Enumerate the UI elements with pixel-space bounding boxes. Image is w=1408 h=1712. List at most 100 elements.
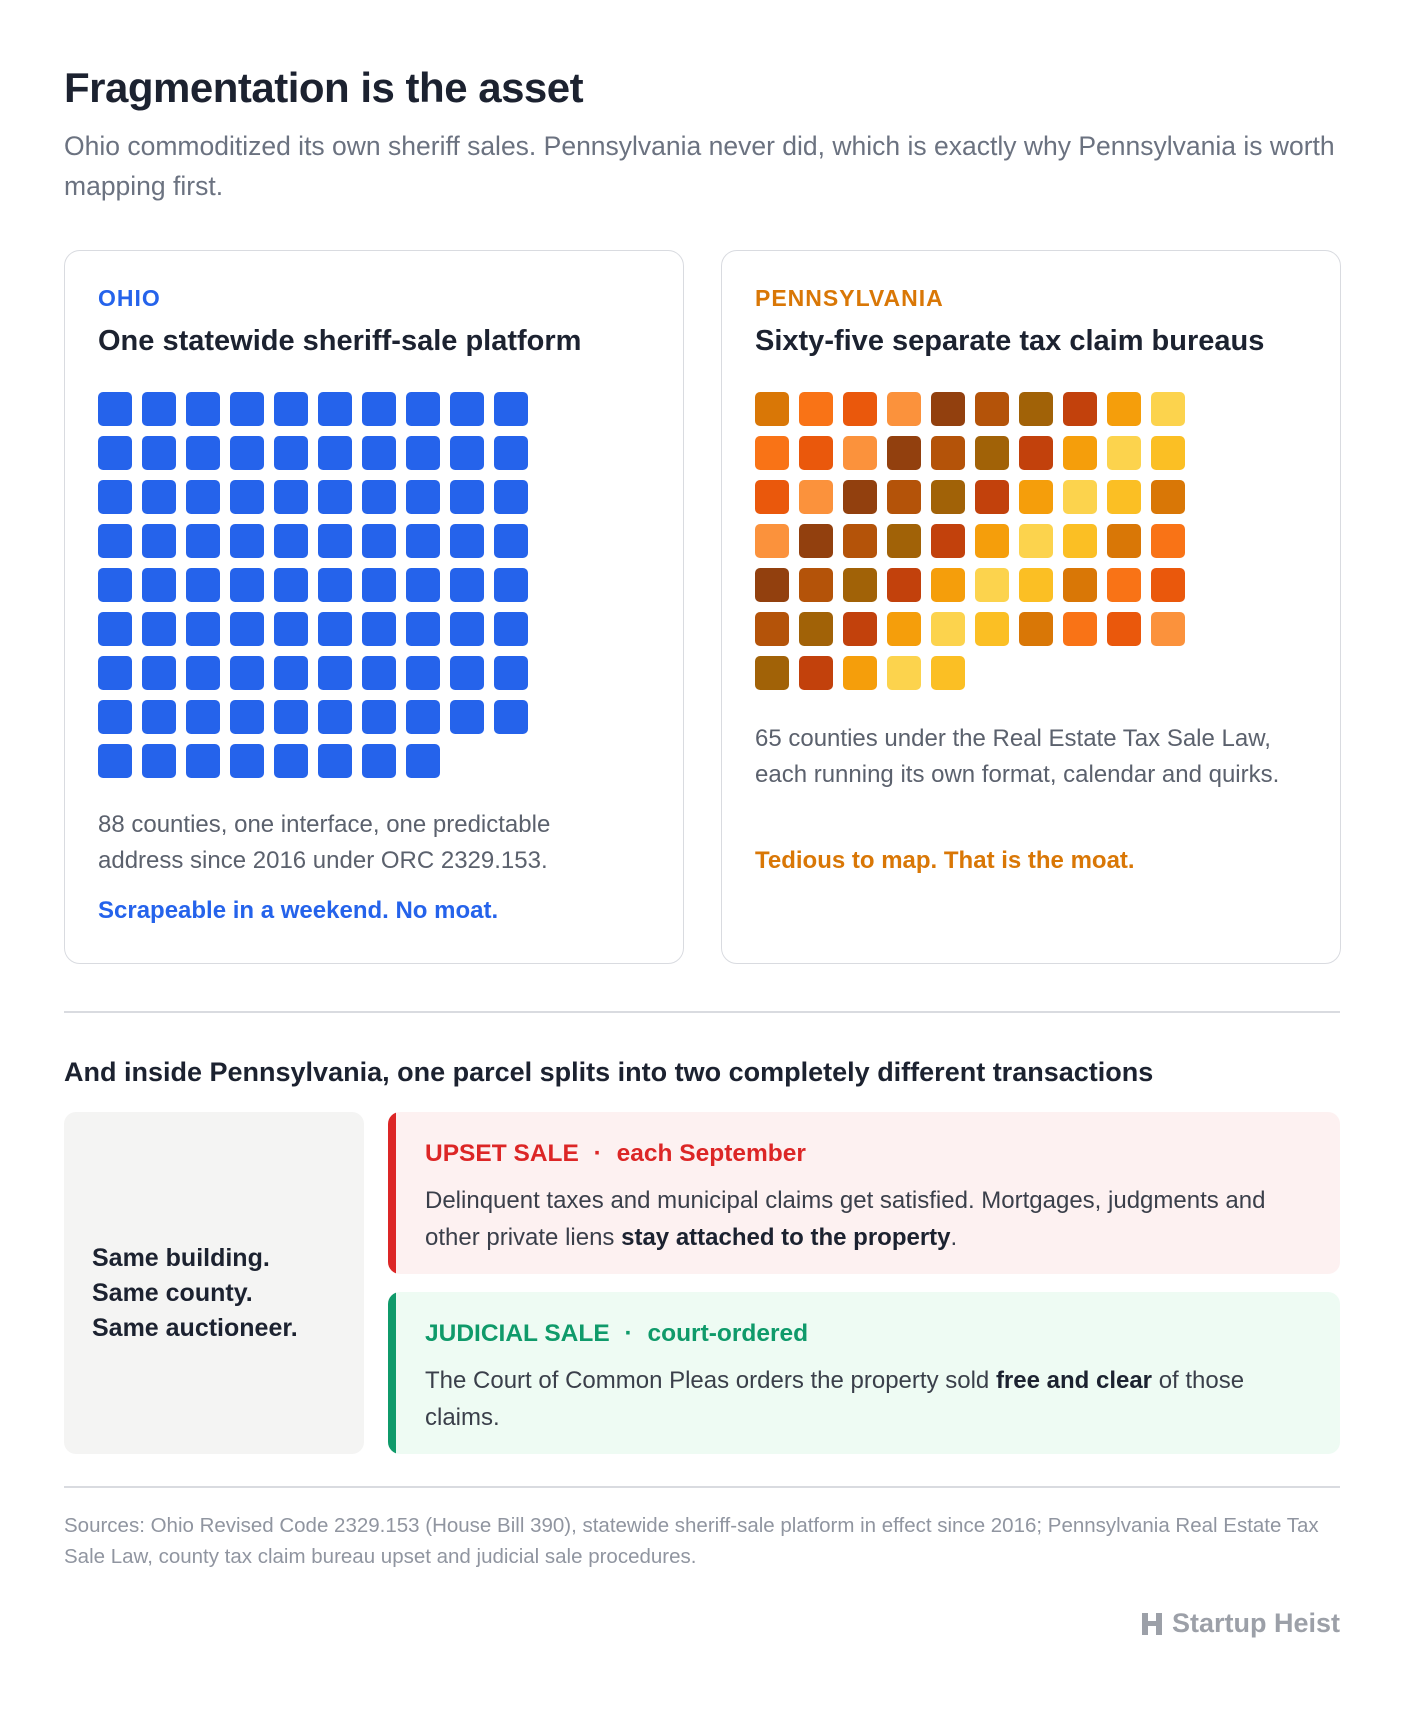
ohio-county-square [362,392,396,426]
ohio-card: OHIO One statewide sheriff-sale platform… [64,250,684,964]
ohio-county-square [98,392,132,426]
pennsylvania-county-square [887,480,921,514]
ohio-county-square [186,568,220,602]
ohio-county-square [494,700,528,734]
same-line: Same building. [92,1244,270,1272]
ohio-county-square [450,700,484,734]
ohio-county-square [186,436,220,470]
ohio-county-square [274,744,308,778]
ohio-county-square [450,524,484,558]
pennsylvania-county-square [755,656,789,690]
pennsylvania-county-square [1063,524,1097,558]
ohio-county-square [494,656,528,690]
ohio-county-square [318,700,352,734]
ohio-tagline: Scrapeable in a weekend. No moat. [98,897,499,924]
pennsylvania-county-square [887,568,921,602]
upset-sale-panel: UPSET SALE · each September Delinquent t… [388,1112,1340,1274]
ohio-county-square [406,612,440,646]
pennsylvania-county-square [799,524,833,558]
ohio-county-square [230,700,264,734]
ohio-county-square [142,744,176,778]
ohio-county-square [494,568,528,602]
ohio-county-square [406,744,440,778]
ohio-county-square [362,612,396,646]
judicial-accent-bar [388,1292,396,1454]
judicial-text-emphasis: free and clear [995,1367,1153,1394]
ohio-county-square [318,436,352,470]
ohio-county-square [142,480,176,514]
ohio-county-square [362,436,396,470]
upset-text-end: . [950,1224,958,1251]
ohio-county-square [230,568,264,602]
pennsylvania-county-square [843,612,877,646]
pennsylvania-county-square [975,480,1009,514]
pennsylvania-county-square [1107,612,1141,646]
pennsylvania-county-square [843,656,877,690]
ohio-county-square [494,392,528,426]
upset-text-emphasis: stay attached to the property [621,1224,951,1251]
ohio-county-square [230,524,264,558]
pennsylvania-county-square [755,524,789,558]
pennsylvania-county-grid [755,392,1195,700]
pennsylvania-county-square [799,480,833,514]
pennsylvania-county-square [799,436,833,470]
pennsylvania-county-square [1019,436,1053,470]
ohio-county-square [494,524,528,558]
pennsylvania-county-square [1107,568,1141,602]
ohio-county-square [406,656,440,690]
ohio-county-square [362,700,396,734]
section-heading: And inside Pennsylvania, one parcel spli… [64,1057,1154,1087]
ohio-county-square [406,480,440,514]
ohio-county-square [142,392,176,426]
pennsylvania-county-square [843,392,877,426]
pennsylvania-county-square [755,392,789,426]
ohio-county-square [142,524,176,558]
ohio-county-square [450,392,484,426]
pennsylvania-county-square [1151,436,1185,470]
pennsylvania-heading: Sixty-five separate tax claim bureaus [755,325,1265,357]
pennsylvania-county-square [1063,480,1097,514]
ohio-county-square [318,524,352,558]
ohio-description: 88 counties, one interface, one predicta… [98,811,551,874]
pennsylvania-county-square [755,436,789,470]
ohio-county-square [274,568,308,602]
judicial-text: The Court of Common Pleas orders the pro… [425,1367,996,1394]
pennsylvania-county-square [1151,524,1185,558]
pennsylvania-county-square [975,524,1009,558]
pennsylvania-county-square [1063,568,1097,602]
pennsylvania-county-square [931,524,965,558]
ohio-county-grid [98,392,538,788]
pennsylvania-county-square [1151,568,1185,602]
ohio-county-square [142,700,176,734]
pennsylvania-county-square [843,436,877,470]
pennsylvania-county-square [1019,392,1053,426]
ohio-county-square [98,436,132,470]
ohio-county-square [186,524,220,558]
ohio-county-square [362,524,396,558]
brand-logo: Startup Heist [1140,1608,1340,1639]
ohio-county-square [318,656,352,690]
ohio-county-square [186,392,220,426]
heist-h-icon [1141,1612,1162,1635]
pennsylvania-tagline: Tedious to map. That is the moat. [755,847,1135,874]
judicial-sale-header: JUDICIAL SALE · court-ordered [425,1320,808,1348]
ohio-county-square [318,392,352,426]
pennsylvania-county-square [1107,436,1141,470]
pennsylvania-county-square [975,392,1009,426]
upset-sale-when: each September [616,1140,806,1167]
pennsylvania-county-square [931,568,965,602]
ohio-county-square [318,744,352,778]
upset-separator: · [593,1140,602,1167]
pennsylvania-county-square [755,612,789,646]
page-subtitle: Ohio commoditized its own sheriff sales.… [64,131,1335,201]
upset-sale-header: UPSET SALE · each September [425,1140,806,1168]
ohio-county-square [274,436,308,470]
ohio-county-square [186,612,220,646]
pennsylvania-description: 65 counties under the Real Estate Tax Sa… [755,725,1280,788]
pennsylvania-county-square [1107,524,1141,558]
ohio-county-square [494,612,528,646]
brand-name: Startup Heist [1171,1608,1340,1638]
ohio-county-square [318,612,352,646]
upset-accent-bar [388,1112,396,1274]
pennsylvania-county-square [755,480,789,514]
